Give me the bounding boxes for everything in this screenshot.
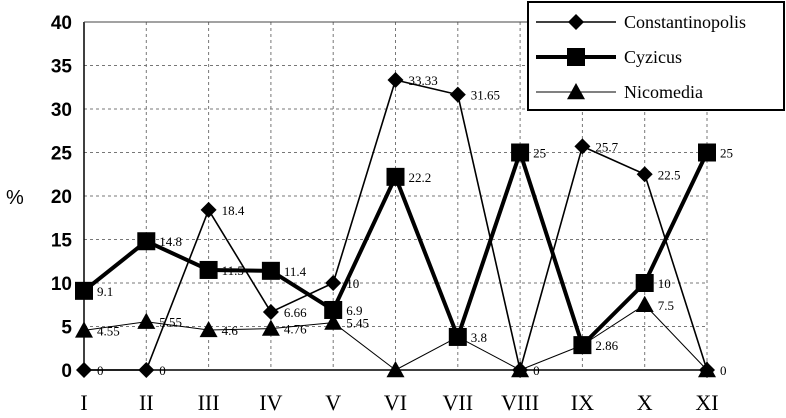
data-point-nicomedia	[137, 312, 156, 329]
data-point-constantinopolis	[636, 166, 653, 183]
legend-label: Constantinopolis	[624, 12, 746, 32]
x-tick-label: I	[80, 390, 87, 415]
data-point-cyzicus	[324, 300, 343, 319]
x-tick-label: III	[198, 390, 220, 415]
data-label-constantinopolis: 25.7	[595, 139, 618, 154]
y-axis-label: %	[6, 187, 24, 209]
data-point-constantinopolis	[574, 138, 591, 155]
y-tick-label: 0	[61, 361, 72, 382]
data-label-constantinopolis: 0	[97, 363, 104, 378]
x-tick-label: VIII	[501, 390, 539, 415]
data-label-constantinopolis: 0	[159, 363, 166, 378]
data-label-constantinopolis: 0	[533, 363, 540, 378]
data-point-cyzicus	[386, 167, 405, 186]
data-label-constantinopolis: 22.5	[658, 167, 681, 182]
y-tick-label: 30	[51, 100, 72, 121]
data-label-constantinopolis: 6.66	[284, 305, 307, 320]
y-tick-label: 35	[51, 57, 73, 78]
data-label-cyzicus: 3.8	[471, 330, 487, 345]
x-tick-label: VI	[384, 390, 407, 415]
data-point-cyzicus	[199, 260, 218, 279]
x-tick-label: II	[139, 390, 154, 415]
data-point-constantinopolis	[262, 304, 279, 321]
data-label-nicomedia: 4.76	[284, 322, 307, 337]
series-layer	[75, 72, 716, 378]
x-tick-label: V	[325, 390, 341, 415]
data-point-constantinopolis	[449, 86, 466, 103]
data-label-cyzicus: 14.8	[159, 234, 182, 249]
data-point-constantinopolis	[325, 275, 342, 291]
x-tick-label: X	[637, 390, 653, 415]
data-label-nicomedia: 5.55	[159, 315, 182, 330]
data-point-nicomedia	[386, 361, 405, 378]
data-point-cyzicus	[635, 274, 654, 292]
data-label-cyzicus: 6.9	[346, 303, 362, 318]
x-tick-label: IV	[259, 390, 282, 415]
legend-marker-cyzicus	[567, 48, 585, 66]
legend-marker-nicomedia	[567, 83, 585, 100]
y-tick-label: 10	[51, 274, 72, 295]
data-label-cyzicus: 11.5	[222, 263, 244, 278]
data-label-nicomedia: 4.55	[97, 323, 120, 338]
data-point-nicomedia	[448, 327, 467, 345]
data-point-constantinopolis	[200, 201, 217, 218]
data-point-nicomedia	[261, 319, 280, 336]
x-tick-label: IX	[571, 390, 594, 415]
data-label-cyzicus: 9.1	[97, 284, 113, 299]
data-label-nicomedia: 7.5	[658, 298, 674, 313]
x-tick-label: XI	[695, 390, 718, 415]
data-label-constantinopolis: 18.4	[222, 203, 245, 218]
data-point-cyzicus	[75, 281, 93, 300]
data-label-cyzicus: 25	[533, 146, 546, 161]
data-point-cyzicus	[511, 143, 530, 162]
data-point-nicomedia	[635, 295, 654, 312]
data-label-cyzicus: 10	[658, 276, 671, 291]
data-label-constantinopolis: 0	[720, 363, 727, 378]
data-point-nicomedia	[199, 320, 218, 338]
data-label-constantinopolis: 33.33	[409, 73, 438, 88]
data-label-constantinopolis: 31.65	[471, 88, 500, 103]
data-label-cyzicus: 22.2	[409, 170, 432, 185]
y-tick-label: 15	[51, 231, 73, 252]
data-point-nicomedia	[324, 313, 343, 330]
data-point-nicomedia	[698, 361, 716, 378]
data-point-cyzicus	[698, 143, 716, 162]
data-point-constantinopolis	[76, 362, 92, 378]
y-tick-label: 25	[51, 144, 73, 165]
data-label-constantinopolis: 10	[346, 276, 359, 291]
data-point-cyzicus	[261, 261, 280, 280]
x-tick-label: VII	[443, 390, 474, 415]
data-point-nicomedia	[511, 361, 530, 378]
data-label-cyzicus: 25	[720, 146, 733, 161]
legend: Constantinopolis Cyzicus Nicomedia	[527, 1, 785, 111]
data-label-cyzicus: 2.86	[595, 338, 618, 353]
data-label-nicomedia: 5.45	[346, 316, 369, 331]
data-point-cyzicus	[137, 232, 156, 251]
data-labels: 0 0 18.4 6.66 10 33.33 31.65 0 25.7 22.5 0 9.1 14.8 1…	[97, 73, 733, 378]
y-tick-label: 5	[61, 318, 72, 339]
data-point-constantinopolis	[387, 72, 404, 89]
data-point-nicomedia	[573, 336, 592, 353]
data-label-nicomedia: 4.6	[222, 323, 239, 338]
data-point-nicomedia	[75, 321, 93, 338]
y-tick-label: 20	[51, 187, 72, 208]
data-label-cyzicus: 11.4	[284, 264, 307, 279]
legend-label: Nicomedia	[624, 82, 703, 102]
legend-marker-constantinopolis	[568, 14, 584, 30]
legend-label: Cyzicus	[624, 47, 682, 67]
data-point-constantinopolis	[138, 362, 155, 378]
y-tick-label: 40	[51, 13, 72, 34]
